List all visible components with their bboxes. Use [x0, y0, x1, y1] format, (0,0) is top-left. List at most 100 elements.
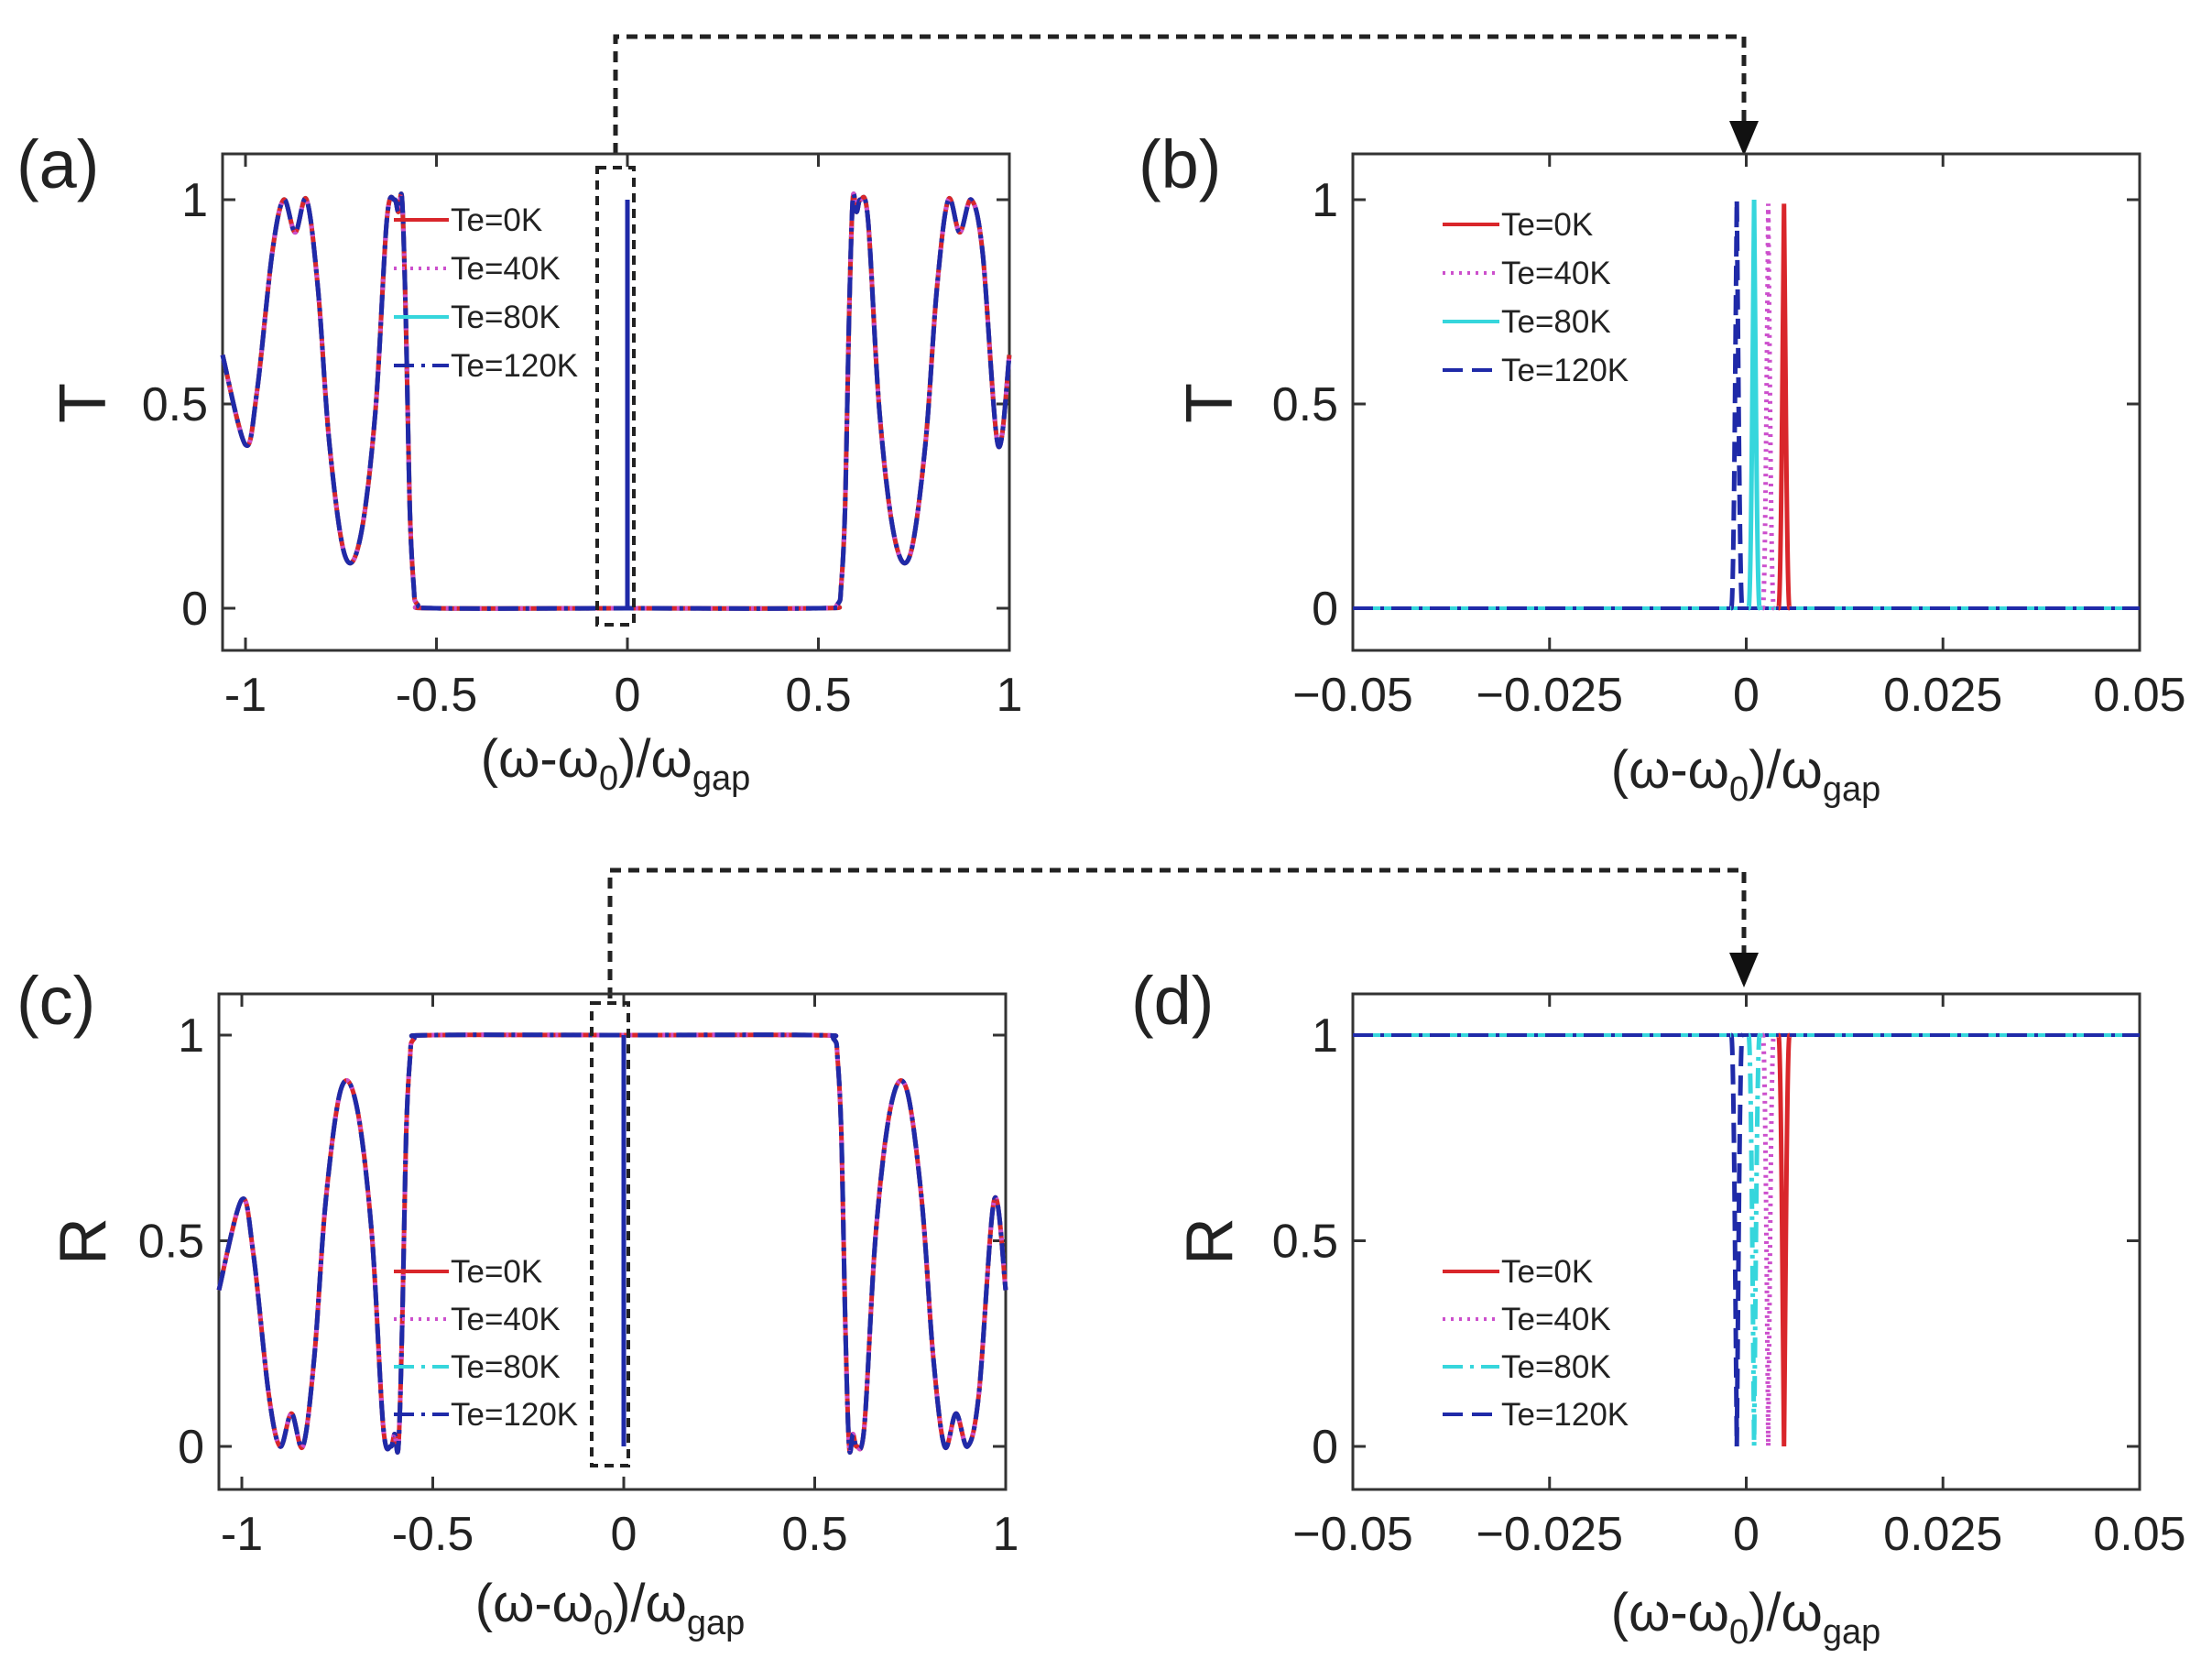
peak-te-0k — [1776, 203, 1792, 611]
y-tick-label: 0 — [1312, 1421, 1338, 1474]
highlight-box — [595, 166, 636, 627]
y-tick-label: 0.5 — [142, 378, 208, 431]
dip-te-40k — [1760, 1032, 1777, 1447]
legend-label: Te=0K — [451, 1254, 542, 1290]
peak-te-120k — [1728, 199, 1745, 611]
legend-label: Te=0K — [451, 202, 542, 238]
x-tick-label: 0.025 — [1883, 1508, 2002, 1561]
panel-a: (a)T00.51-1 -0.5 0 0.5 1(ω-ω0)/ωgapTe=0KTe=4… — [16, 126, 1022, 798]
x-tick-label: −0.025 — [1476, 669, 1624, 722]
y-tick-label: 0 — [1312, 583, 1338, 636]
y-tick-label: 1 — [1312, 174, 1338, 227]
x-axis-label-subscript: 0 — [594, 1604, 613, 1642]
legend-label: Te=80K — [451, 300, 561, 335]
dip-te-120k — [1728, 1032, 1745, 1447]
x-axis-label-subscript: gap — [1823, 770, 1880, 809]
legend-label: Te=80K — [1501, 304, 1611, 340]
peak-te-80k — [1746, 199, 1762, 611]
x-axis-label-subscript: gap — [692, 759, 750, 798]
panel-label: (d) — [1131, 963, 1214, 1039]
x-axis-label-subscript: 0 — [1729, 770, 1749, 809]
series-line-te-120k — [216, 1032, 1008, 1455]
y-tick-label: 0 — [178, 1421, 204, 1474]
x-axis-label-part: (ω-ω — [475, 1574, 594, 1633]
y-tick-label: 0.5 — [138, 1216, 204, 1269]
x-tick-label: −0.025 — [1476, 1508, 1624, 1561]
panel-label: (b) — [1139, 126, 1221, 202]
connector-arrow-bottom — [607, 867, 1747, 998]
panel-d: (d) R 0 0.5 1 −0.05 −0.025 0 0.025 0.05 (ω-ω0)/ωga… — [1131, 963, 2186, 1652]
y-tick-label: 1 — [178, 1009, 204, 1063]
y-tick-label: 1 — [1312, 1009, 1338, 1063]
legend-label: Te=120K — [451, 1397, 578, 1433]
y-tick-label: 0.5 — [1272, 378, 1338, 431]
series-line-te-0k — [220, 191, 1012, 611]
y-axis-label: T — [1173, 383, 1247, 423]
peak-te-40k — [1760, 203, 1777, 611]
y-axis-label: T — [47, 383, 120, 423]
panel-label: (c) — [16, 963, 95, 1039]
x-axis-label: (ω-ω0)/ωgap — [1611, 740, 1880, 809]
connector-arrow-top-head — [1729, 121, 1759, 156]
x-axis-label-part: (ω-ω — [1611, 1583, 1729, 1642]
x-axis-label: (ω-ω0)/ωgap — [1611, 1583, 1880, 1652]
x-tick-label: 0 — [615, 669, 641, 722]
connector-arrow-top — [613, 34, 1747, 154]
x-tick-label: -0.5 — [396, 669, 478, 722]
x-tick-label: 0.05 — [2093, 1508, 2185, 1561]
y-tick-label: 0 — [181, 583, 208, 636]
legend-label: Te=80K — [451, 1349, 561, 1385]
x-axis-label: (ω-ω0)/ωgap — [481, 729, 750, 798]
x-axis-label-subscript: gap — [687, 1604, 745, 1642]
x-tick-label: 1 — [993, 1508, 1019, 1561]
y-tick-label: 0.5 — [1272, 1216, 1338, 1269]
x-tick-label: 0.025 — [1883, 669, 2002, 722]
plot-frame — [1351, 992, 2141, 1491]
panel-c: (c)R00.51-1 -0.5 0 0.5 1(ω-ω0)/ωgapTe=0KTe=4… — [16, 963, 1019, 1642]
x-tick-label: −0.05 — [1292, 1508, 1413, 1561]
highlight-box — [590, 1001, 630, 1467]
x-tick-label: -1 — [221, 1508, 263, 1561]
x-axis-label-part: (ω-ω — [1611, 740, 1729, 800]
x-tick-label: 1 — [997, 669, 1023, 722]
panel-label: (a) — [16, 126, 99, 202]
x-axis-label-part: )/ω — [618, 729, 692, 789]
x-axis-label-part: )/ω — [1749, 740, 1823, 800]
x-axis-label-part: (ω-ω — [481, 729, 599, 789]
x-tick-label: -0.5 — [392, 1508, 474, 1561]
x-tick-label: 0 — [1733, 1508, 1760, 1561]
connector-arrow-bottom-head — [1729, 953, 1759, 987]
legend-label: Te=40K — [1501, 256, 1611, 291]
y-tick-label: 1 — [181, 174, 208, 227]
x-tick-label: -1 — [224, 669, 267, 722]
x-tick-label: −0.05 — [1292, 669, 1413, 722]
x-axis-label-subscript: 0 — [1729, 1613, 1749, 1652]
legend-label: Te=120K — [1501, 353, 1629, 388]
legend-label: Te=80K — [1501, 1349, 1611, 1385]
legend-label: Te=120K — [451, 348, 578, 384]
legend-label: Te=40K — [451, 1302, 561, 1337]
legend-label: Te=40K — [1501, 1302, 1611, 1337]
legend-label: Te=40K — [451, 251, 561, 287]
x-tick-label: 0.5 — [781, 1508, 847, 1561]
y-axis-label: R — [1173, 1217, 1247, 1265]
dip-te-80k — [1746, 1032, 1762, 1447]
x-tick-label: 0.05 — [2093, 669, 2185, 722]
x-tick-label: 0 — [1733, 669, 1760, 722]
x-axis-label-subscript: 0 — [599, 759, 618, 798]
x-tick-label: 0 — [611, 1508, 637, 1561]
y-axis-label: R — [47, 1217, 120, 1265]
dip-te-0k — [1776, 1032, 1792, 1447]
x-axis-label-part: )/ω — [613, 1574, 687, 1633]
legend-label: Te=120K — [1501, 1397, 1629, 1433]
series-line-te-120k — [220, 191, 1012, 611]
plot-frame — [1351, 152, 2141, 652]
legend-label: Te=0K — [1501, 1254, 1593, 1290]
plot-frame — [217, 992, 1008, 1491]
series-line-te-40k — [216, 1032, 1008, 1455]
x-tick-label: 0.5 — [785, 669, 851, 722]
x-axis-label: (ω-ω0)/ωgap — [475, 1574, 745, 1642]
panel-b: (b)T00.51−0.05 −0.025 0 0.025 0.05(ω-ω0)/ωga… — [1139, 126, 2186, 809]
x-axis-label-subscript: gap — [1823, 1613, 1880, 1652]
